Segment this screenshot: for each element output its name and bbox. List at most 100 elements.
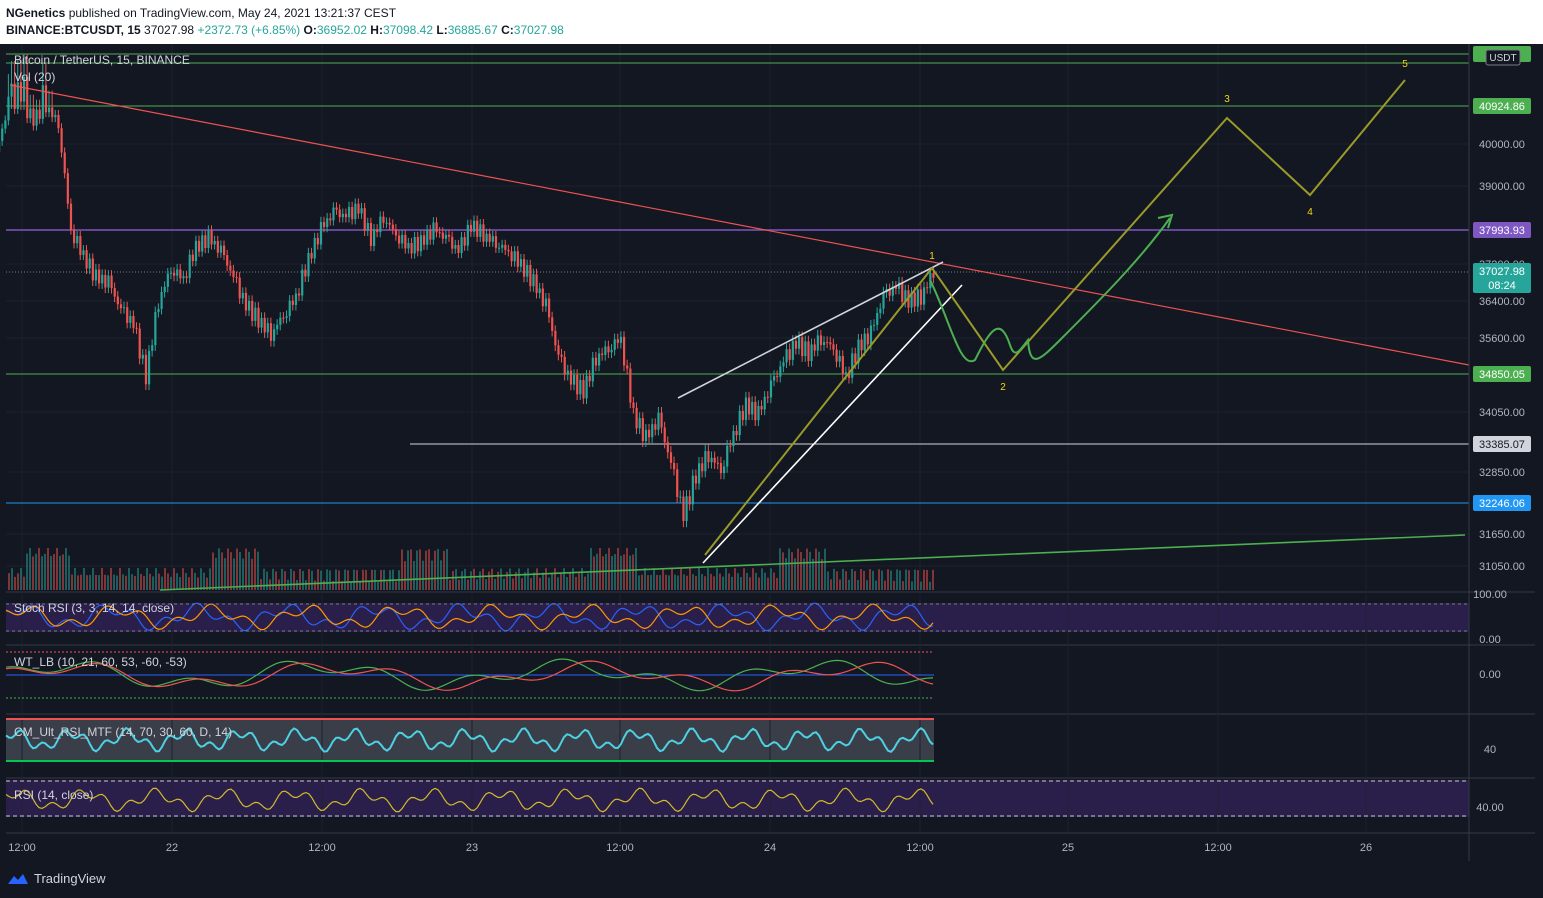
volume-bar [692,574,694,590]
volume-bar [899,570,901,590]
candle-body [223,245,226,256]
volume-bar [587,573,589,590]
volume-bar [302,570,304,590]
candle-body [463,237,466,246]
candle-body [229,265,232,271]
chart-title[interactable]: Bitcoin / TetherUS, 15, BINANCE [14,53,190,67]
tradingview-logo[interactable]: TradingView [6,871,106,886]
candle-body [594,357,598,366]
volume-bar [794,558,796,590]
volume-bar [254,548,256,590]
wedge-lower-line [702,284,963,564]
candle-body [523,259,526,277]
candle-body [173,272,176,276]
candle-body [369,222,373,247]
volume-bar [731,576,733,590]
volume-bar [122,574,124,590]
candle-body [338,209,341,218]
volume-bar [308,569,310,590]
chart-grid [6,44,1535,833]
volume-bar [236,548,238,590]
candle-body [29,108,32,119]
candle-body [251,300,254,321]
candle-body [919,289,923,305]
wt-lb-legend[interactable]: WT_LB (10, 21, 60, 53, -60, -53) [14,655,187,669]
pane-scale-3: 40 [1484,744,1496,756]
candle-body [666,442,669,453]
candle-body [707,451,710,463]
candle-body [879,308,882,313]
volume-bar [653,568,655,590]
currency-badge: USDT [1489,53,1516,64]
volume-bar [929,581,931,590]
projection-arrow [929,217,1171,363]
volume-bar [38,548,40,590]
volume-bar [83,568,85,590]
volume-bar [575,576,577,590]
volume-bar [305,580,307,590]
volume-bar [662,568,664,590]
candle-body [657,412,660,430]
candle-body [82,250,85,255]
candle-body [348,207,351,218]
volume-bar [845,571,847,590]
volume-bar [311,570,313,590]
volume-bar [92,568,94,590]
volume-bar [746,573,748,590]
candle-body [791,340,794,360]
candle-body [719,462,723,474]
volume-bar [554,568,556,590]
candle-body [669,452,673,463]
volume-bar [41,556,43,590]
candle-body [213,240,216,245]
ascending-support [159,534,1466,591]
volume-bar [143,576,145,590]
cm-rsi-legend[interactable]: CM_Ult_RSI_MTF (14, 70, 30, 60, D, 14) [14,725,233,739]
volume-bar [338,570,340,590]
candle-body [466,224,469,246]
open-value: 36952.02 [316,23,367,37]
stoch-rsi-legend[interactable]: Stoch RSI (3, 3, 14, 14, close) [14,601,175,615]
rsi-legend[interactable]: RSI (14, close) [14,788,94,802]
volume-bar [836,571,838,590]
level-tag-bg [1473,222,1531,238]
author-name[interactable]: NGenetics [6,6,66,20]
volume-bar [695,575,697,590]
candle-body [326,218,329,228]
time-tick: 12:00 [308,842,336,854]
candle-body [757,405,760,421]
volume-bar [26,553,28,590]
candle-body [129,315,132,323]
volume-legend[interactable]: Vol (20) [14,70,56,84]
candle-body [254,307,257,321]
candle-body [854,353,857,364]
volume-bar [215,557,217,590]
candle-body [319,222,323,245]
candle-body [610,349,613,353]
candle-body [341,213,344,218]
volume-bar [173,568,175,590]
volume-bar [833,568,835,590]
indicator-panes [5,602,1469,817]
volume-bar [104,574,106,590]
volume-bar [626,548,628,590]
volume-bar [77,575,79,590]
volume-bar [515,572,517,590]
candle-body [38,109,41,119]
candle-body [388,222,391,225]
volume-bar [455,568,457,590]
symbol-label: BINANCE:BTCUSDT, 15 [6,23,141,37]
volume-bar [689,568,691,590]
volume-bar [161,576,163,590]
volume-bar [371,569,373,590]
candle-body [782,362,785,367]
candle-body [548,298,551,318]
candle-body [691,475,694,505]
candle-body [869,325,873,345]
volume-bar [134,575,136,590]
level-tag-bg [1473,98,1531,114]
volume-bar [551,572,553,590]
volume-bar [80,574,82,590]
volume-bar [632,554,634,590]
